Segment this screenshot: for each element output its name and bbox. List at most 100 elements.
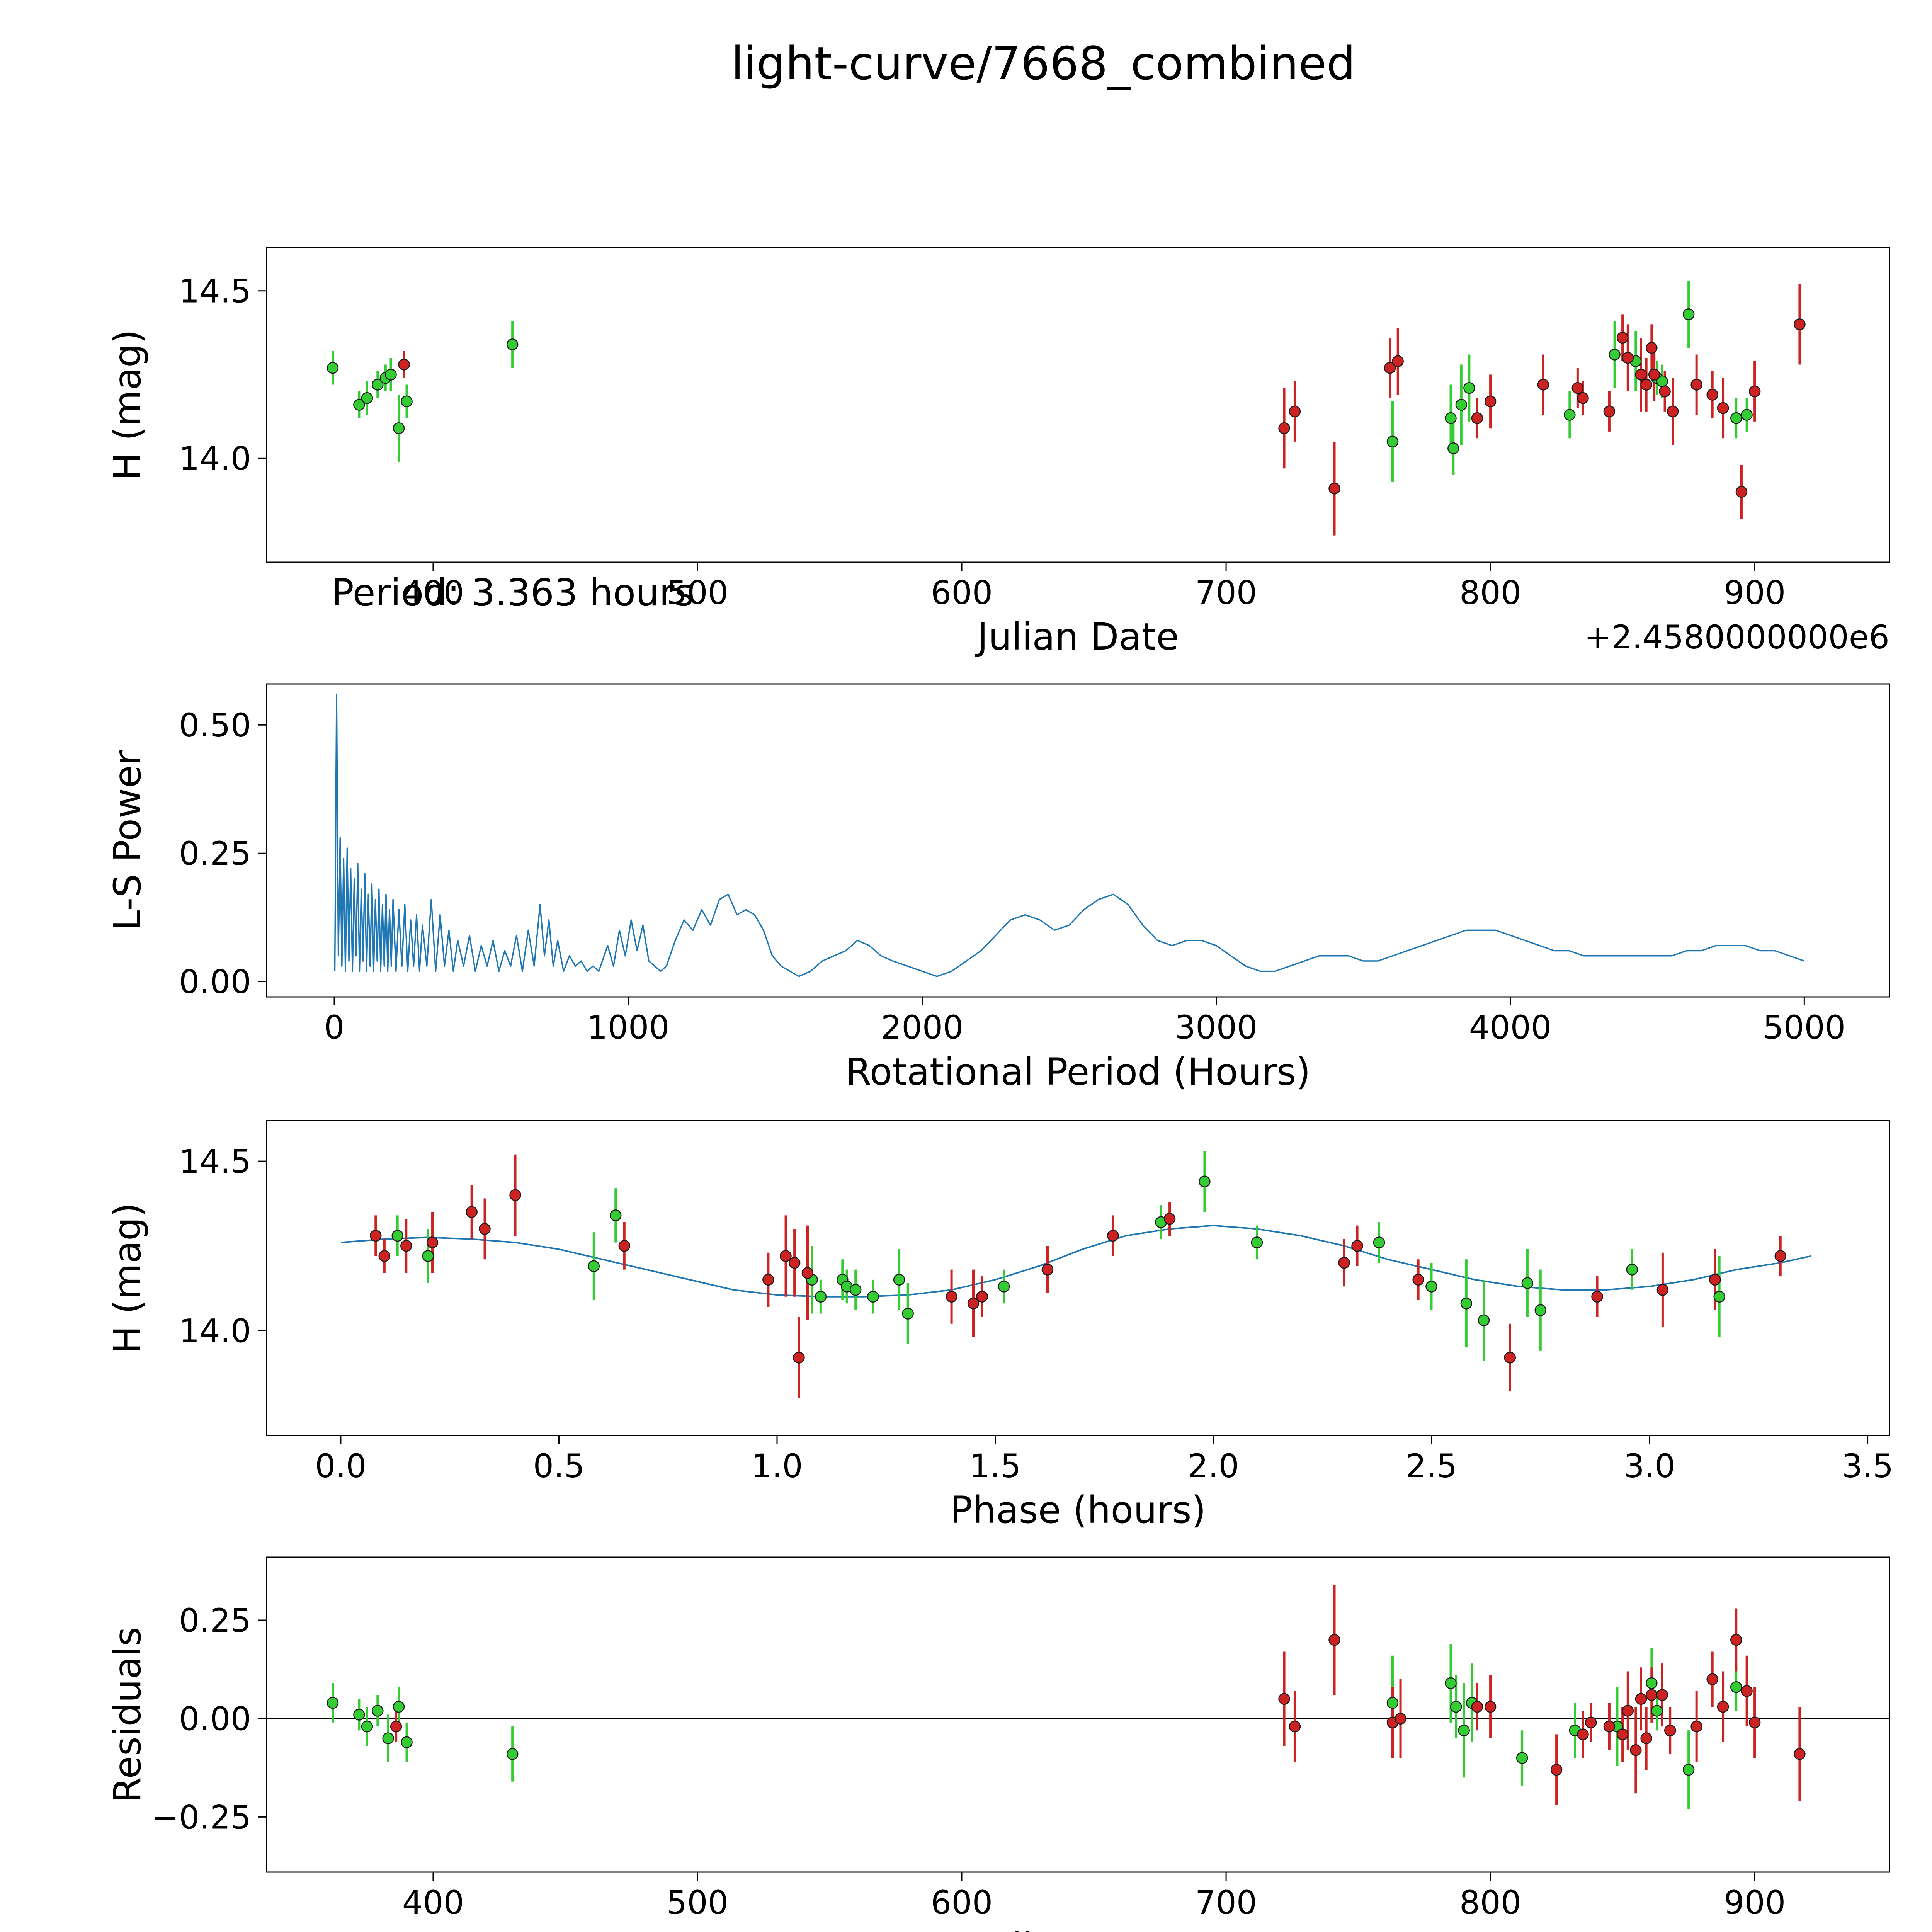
red-observations-marker: [1690, 379, 1702, 391]
green-observations-marker: [385, 369, 397, 381]
green-residuals-marker: [361, 1720, 373, 1733]
ls-power-curve: [334, 693, 1804, 977]
red-observations-marker: [1717, 402, 1729, 414]
red-phased-marker: [479, 1223, 491, 1235]
green-observations-marker: [1455, 399, 1468, 411]
red-phased-marker: [1163, 1213, 1176, 1225]
red-phased-marker: [466, 1206, 478, 1218]
x-tick-label: 700: [1195, 1884, 1257, 1922]
red-residuals-marker: [1640, 1732, 1652, 1744]
red-residuals-marker: [1577, 1728, 1589, 1740]
x-tick-label: 2000: [881, 1009, 964, 1046]
red-phased-marker: [378, 1250, 391, 1262]
green-residuals-marker: [393, 1701, 405, 1713]
x-tick-label: 0.5: [533, 1447, 585, 1485]
green-observations-marker: [1682, 308, 1695, 320]
green-residuals-marker: [1450, 1701, 1462, 1713]
green-phased-marker: [1534, 1304, 1547, 1316]
green-phased-marker: [1713, 1291, 1725, 1303]
red-phased-marker: [793, 1352, 805, 1364]
x-tick-label: 600: [931, 574, 993, 612]
green-observations-marker: [1730, 412, 1742, 424]
green-phased-marker: [1521, 1277, 1534, 1289]
y-tick-label: −0.25: [152, 1798, 251, 1836]
green-phased-marker: [1626, 1264, 1638, 1276]
red-phased-marker: [1591, 1291, 1603, 1303]
green-phased-marker: [1478, 1314, 1490, 1327]
axes-frame: [266, 683, 1890, 998]
red-phased-marker: [1107, 1230, 1119, 1242]
x-tick-label: 800: [1459, 574, 1521, 612]
red-phased-marker: [400, 1240, 412, 1252]
green-phased-marker: [422, 1250, 434, 1262]
lightcurve-jd-plot: 400 500 600 700 800 900 14.0 14.5: [179, 247, 1890, 612]
figure-title: light-curve/7668_combined: [731, 37, 1355, 90]
green-observations-marker: [1386, 435, 1399, 448]
x-tick-label: 500: [667, 574, 728, 612]
red-observations-marker: [1706, 389, 1718, 401]
green-residuals-marker: [1445, 1677, 1457, 1689]
green-phased-marker: [815, 1291, 827, 1303]
x-tick-label: 2.0: [1187, 1447, 1239, 1485]
red-residuals-marker: [1717, 1701, 1729, 1713]
green-residuals-marker: [1646, 1677, 1658, 1689]
axes-frame: [266, 1120, 1890, 1436]
x-tick-label: 900: [1724, 1884, 1786, 1922]
green-phased-marker: [1460, 1297, 1473, 1310]
red-observations-marker: [1603, 405, 1616, 418]
red-residuals-marker: [1395, 1713, 1406, 1725]
red-observations-marker: [1622, 352, 1634, 364]
red-phased-marker: [370, 1230, 382, 1242]
red-observations-marker: [1646, 342, 1658, 354]
green-observations-marker: [1609, 349, 1621, 361]
red-phased-marker: [967, 1297, 980, 1310]
red-phased-marker: [1774, 1250, 1786, 1262]
green-residuals-marker: [1651, 1705, 1663, 1717]
green-residuals-marker: [353, 1709, 365, 1721]
x-tick-label: 1.0: [751, 1447, 803, 1485]
red-observations-marker: [1571, 382, 1584, 394]
x-tick-label: 500: [667, 1884, 728, 1922]
red-residuals-marker: [1630, 1744, 1642, 1756]
green-residuals-marker: [382, 1732, 394, 1744]
red-observations-marker: [1577, 392, 1589, 404]
red-residuals-marker: [1664, 1725, 1676, 1736]
red-residuals-marker: [1748, 1716, 1761, 1729]
red-residuals-marker: [1646, 1689, 1658, 1701]
green-residuals-marker: [506, 1748, 519, 1760]
residuals-ylabel: Residuals: [106, 1627, 149, 1803]
green-phased-marker: [902, 1308, 914, 1320]
x-tick-label: 400: [402, 1884, 464, 1922]
red-observations-marker: [1667, 405, 1679, 418]
red-phased-marker: [618, 1240, 631, 1252]
red-phased-marker: [1709, 1274, 1721, 1286]
red-residuals-marker: [1622, 1705, 1634, 1717]
y-tick-label: 0.25: [179, 1602, 251, 1639]
red-observations-marker: [1640, 379, 1652, 391]
red-observations-marker: [1735, 486, 1748, 498]
y-tick-label: 14.0: [179, 1312, 251, 1350]
green-observations-marker: [353, 399, 365, 411]
red-residuals-marker: [1741, 1685, 1753, 1697]
green-residuals-marker: [327, 1697, 339, 1709]
residuals-xlabel: Julian Date: [977, 1925, 1179, 1932]
red-residuals-marker: [1603, 1720, 1616, 1733]
red-observations-marker: [1794, 318, 1806, 330]
periodogram-ylabel: L-S Power: [106, 750, 149, 931]
red-residuals-marker: [1656, 1689, 1668, 1701]
x-tick-label: 0.0: [315, 1447, 367, 1485]
green-observations-marker: [1463, 382, 1475, 394]
red-residuals-marker: [1616, 1728, 1629, 1740]
red-observations-marker: [1648, 369, 1660, 381]
x-tick-label: 400: [402, 574, 464, 612]
red-phased-marker: [976, 1291, 988, 1303]
green-phased-marker: [998, 1281, 1010, 1293]
green-phased-marker: [391, 1230, 403, 1242]
x-tick-label: 700: [1195, 574, 1257, 612]
x-tick-label: 3.0: [1624, 1447, 1675, 1485]
green-phased-marker: [1425, 1281, 1437, 1293]
green-phased-marker: [588, 1260, 600, 1272]
red-phased-marker: [780, 1250, 792, 1262]
green-observations-marker: [372, 379, 384, 391]
